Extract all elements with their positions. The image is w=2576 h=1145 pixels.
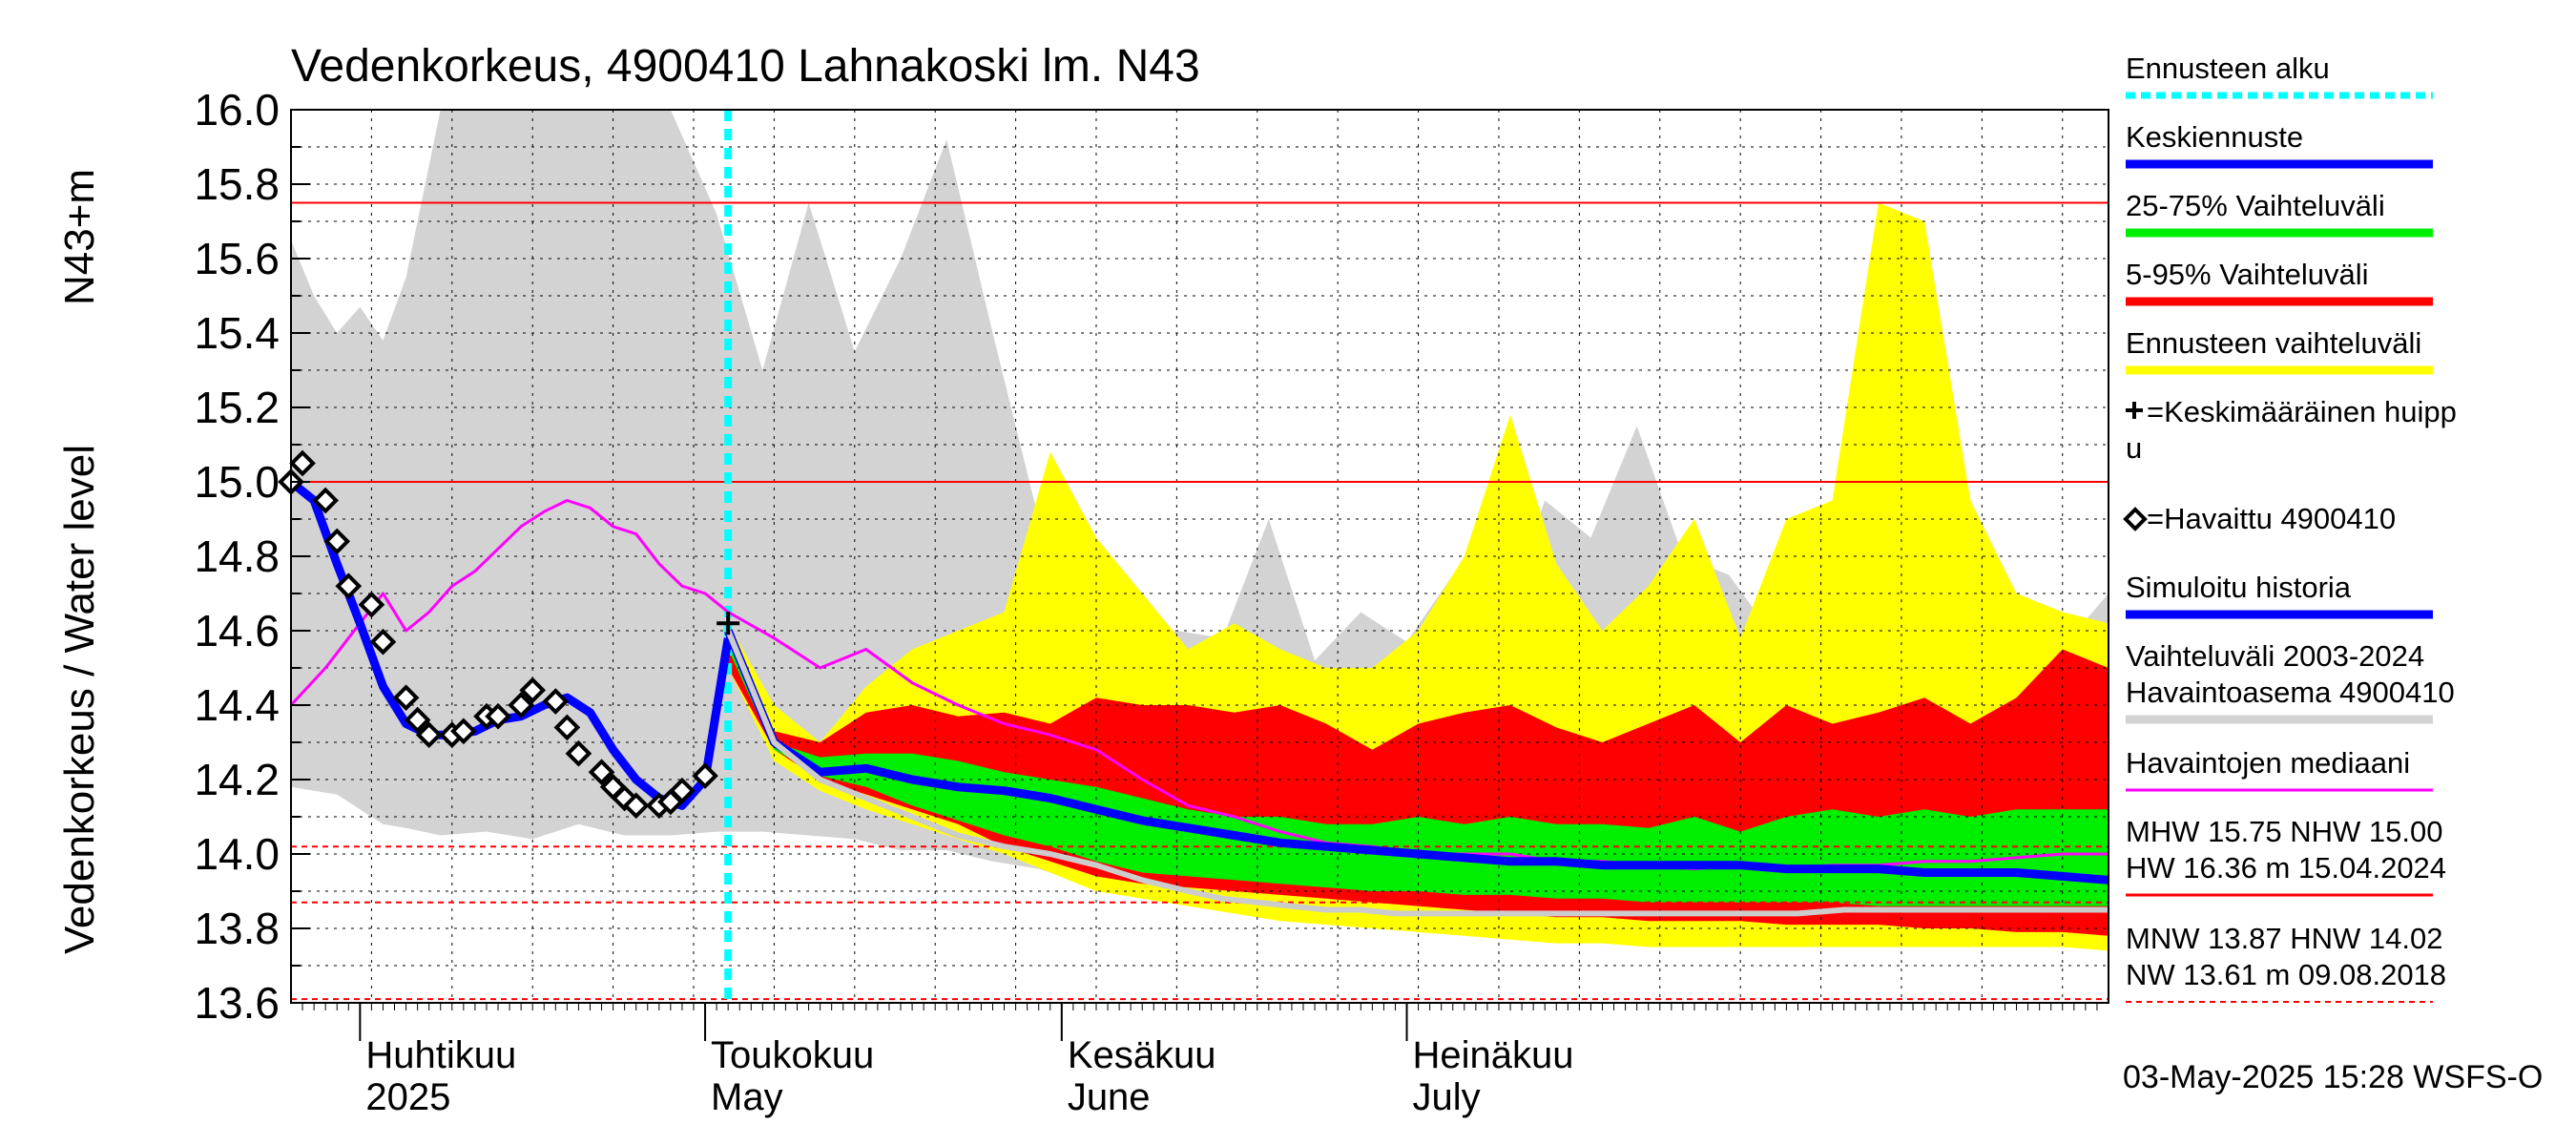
y-axis-unit-label: N43+m [56,169,103,305]
observed-point [312,487,339,514]
y-axis: 13.6 13.8 14.0 14.2 14.4 14.6 14.8 15.0 15.2 15.4… [194,85,310,1028]
legend-plus-icon [2126,402,2143,419]
legend-label: MNW 13.87 HNW 14.02 [2126,922,2443,955]
y-tick-label: 15.4 [194,308,280,358]
observed-point [358,591,385,618]
month-label-fi: Toukokuu [711,1034,874,1076]
bands-layer [291,110,2109,951]
observed-point [622,792,650,820]
timestamp: 03-May-2025 15:28 WSFS-O [2123,1059,2543,1095]
month-label-en: May [711,1076,783,1118]
observed-point [588,759,615,786]
observed-point [369,628,397,656]
y-tick-label: 13.8 [194,904,280,953]
legend-label: Simuloitu historia [2126,571,2352,604]
observed-point [404,706,431,734]
y-tick-label: 14.0 [194,829,280,879]
y-tick-label: 15.0 [194,457,280,507]
legend-label: =Havaittu 4900410 [2147,502,2396,535]
reference-year-line [725,629,2109,917]
legend-label: =Keskimääräinen huipp [2147,395,2457,428]
observed-point [692,762,718,789]
legend-label-line2: NW 13.61 m 09.08.2018 [2126,958,2446,991]
legend-label: Ennusteen vaihteluväli [2126,326,2421,360]
y-tick-label: 14.2 [194,755,280,804]
observed-point [669,777,696,804]
legend-label-line2: Havaintoasema 4900410 [2126,676,2455,709]
mean-peak-marker [717,612,740,635]
month-label-en: June [1068,1076,1151,1118]
observed-point [542,688,570,715]
y-axis-label: Vedenkorkeus / Water level [56,445,103,954]
y-tick-label: 16.0 [194,85,280,135]
observed-markers [278,449,740,820]
observed-point [392,684,420,712]
observed-point [323,528,351,555]
legend-label-line2: HW 16.36 m 15.04.2024 [2126,851,2446,885]
month-label-fi: Kesäkuu [1068,1034,1216,1076]
y-tick-label: 15.8 [194,159,280,209]
month-label-en: 2025 [365,1076,450,1118]
mean-forecast-line [724,629,2109,885]
plot-area [278,109,2109,1004]
legend-label-line2: u [2126,431,2142,465]
month-label-fi: Huhtikuu [365,1034,516,1076]
range-25-75-band [728,637,2109,906]
y-tick-label: 14.6 [194,606,280,656]
y-tick-label: 14.8 [194,531,280,581]
observed-point [450,718,477,745]
reference-lines [291,110,2109,1003]
legend-label: Havaintojen mediaani [2126,746,2410,780]
observed-point [565,739,592,767]
legend-label: Vaihteluväli 2003-2024 [2126,639,2424,673]
legend-label: MHW 15.75 NHW 15.00 [2126,815,2443,848]
observed-point [415,721,443,749]
y-tick-label: 15.6 [194,234,280,283]
legend-label: Ennusteen alku [2126,52,2330,85]
y-tick-label: 13.6 [194,978,280,1028]
observed-point [508,692,534,718]
observed-point [335,572,363,600]
observed-point [553,714,581,741]
legend-diamond-icon [2123,507,2148,531]
legend-label: Keskiennuste [2126,120,2303,154]
chart-title: Vedenkorkeus, 4900410 Lahnakoski lm. N43 [291,41,1200,92]
series-lines [288,478,2109,917]
legend-label: 25-75% Vaihteluväli [2126,189,2385,222]
observed-point [611,784,638,812]
y-tick-label: 14.4 [194,680,280,730]
month-label-fi: Heinäkuu [1413,1034,1574,1076]
legend-label: 5-95% Vaihteluväli [2126,258,2368,291]
legend: Ennusteen alku Keskiennuste 25-75% Vaihtel… [2123,52,2457,1003]
observed-point [289,449,316,477]
month-label-en: July [1413,1076,1481,1118]
simulated-history-line [288,478,733,810]
observed-point [485,702,511,730]
observed-point [519,677,547,704]
y-tick-label: 15.2 [194,383,280,432]
